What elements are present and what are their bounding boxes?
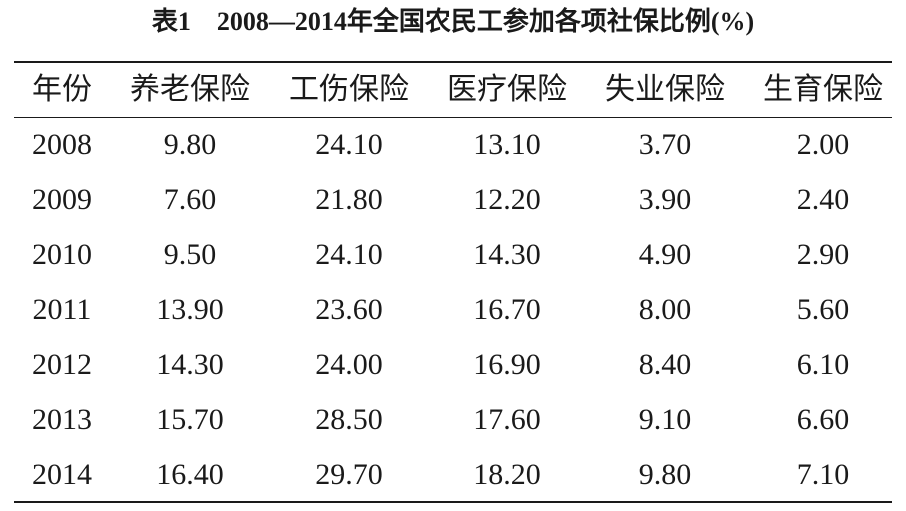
value-cell: 7.10 [796, 458, 850, 491]
value-cell: 13.90 [156, 293, 224, 326]
value-cell: 29.70 [315, 458, 383, 491]
header-cell: 养老保险 [130, 73, 250, 106]
value-cell: 3.70 [638, 128, 692, 161]
value-cell: 8.40 [638, 348, 692, 381]
value-cell: 15.70 [156, 403, 224, 436]
value-cell: 17.60 [473, 403, 541, 436]
value-cell: 16.90 [473, 348, 541, 381]
value-cell: 2.00 [796, 128, 850, 161]
value-cell: 2.90 [796, 238, 850, 271]
header-cell: 生育保险 [763, 73, 883, 106]
value-cell: 14.30 [473, 238, 541, 271]
value-cell: 4.90 [638, 238, 692, 271]
value-cell: 7.60 [163, 183, 217, 216]
value-cell: 5.60 [796, 293, 850, 326]
value-cell: 24.10 [315, 128, 383, 161]
value-cell: 13.10 [473, 128, 541, 161]
top-rule [14, 61, 892, 63]
value-cell: 2.40 [796, 183, 850, 216]
header-rule [14, 117, 892, 118]
value-cell: 3.90 [638, 183, 692, 216]
value-cell: 28.50 [315, 403, 383, 436]
value-cell: 16.70 [473, 293, 541, 326]
value-cell: 9.80 [163, 128, 217, 161]
header-cell: 失业保险 [605, 73, 725, 106]
header-cell: 年份 [32, 73, 92, 106]
value-cell: 14.30 [156, 348, 224, 381]
table-title: 表1 2008—2014年全国农民工参加各项社保比例(%) [151, 7, 755, 36]
header-cell: 工伤保险 [289, 73, 409, 106]
value-cell: 23.60 [315, 293, 383, 326]
value-cell: 24.10 [315, 238, 383, 271]
year-cell: 2008 [32, 128, 92, 161]
value-cell: 9.80 [638, 458, 692, 491]
value-cell: 9.50 [163, 238, 217, 271]
year-cell: 2012 [32, 348, 92, 381]
value-cell: 6.60 [796, 403, 850, 436]
year-cell: 2010 [32, 238, 92, 271]
bottom-rule [14, 501, 892, 503]
value-cell: 16.40 [156, 458, 224, 491]
header-cell: 医疗保险 [447, 73, 567, 106]
year-cell: 2014 [32, 458, 92, 491]
value-cell: 6.10 [796, 348, 850, 381]
value-cell: 8.00 [638, 293, 692, 326]
year-cell: 2009 [32, 183, 92, 216]
value-cell: 18.20 [473, 458, 541, 491]
value-cell: 9.10 [638, 403, 692, 436]
year-cell: 2013 [32, 403, 92, 436]
value-cell: 24.00 [315, 348, 383, 381]
year-cell: 2011 [32, 293, 92, 326]
value-cell: 12.20 [473, 183, 541, 216]
value-cell: 21.80 [315, 183, 383, 216]
